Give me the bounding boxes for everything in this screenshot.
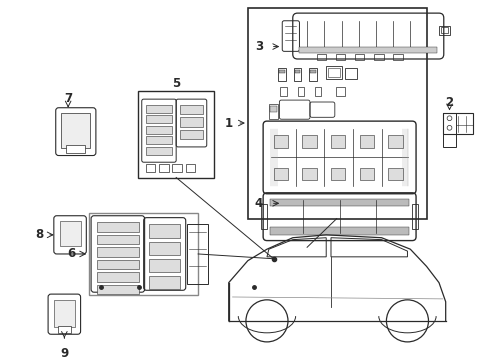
Bar [335,54,345,60]
Bar [186,224,207,284]
Bar [269,227,408,235]
Bar [97,284,139,294]
Bar [279,69,285,73]
Text: 5: 5 [172,77,180,90]
Bar [330,135,345,148]
Bar [269,106,277,112]
Bar [302,168,316,180]
Bar [280,87,286,96]
Bar [359,168,373,180]
Bar [345,68,356,79]
Bar [66,145,85,153]
Bar [60,221,81,246]
Bar [314,87,321,96]
Bar [145,136,172,144]
Text: 7: 7 [64,92,72,105]
Bar [325,66,341,79]
Bar [327,68,339,77]
Bar [145,147,172,154]
Bar [299,46,436,53]
Bar [442,113,472,135]
Bar [359,135,373,148]
Bar [293,68,301,81]
Bar [294,69,300,73]
Bar [308,68,316,81]
Bar [411,204,417,229]
Bar [180,105,203,114]
Text: 9: 9 [60,347,68,360]
Bar [268,104,278,119]
Bar [97,222,139,232]
Bar [273,135,287,148]
Bar [149,242,180,255]
Bar [247,8,426,219]
Bar [392,54,402,60]
Bar [145,105,172,113]
Bar [89,213,198,295]
Bar [149,224,180,238]
Bar [54,300,75,327]
Bar [138,91,214,177]
Bar [387,135,402,148]
Bar [61,113,90,148]
Bar [309,69,315,73]
Bar [180,117,203,127]
Text: 1: 1 [224,117,232,130]
Bar [297,87,304,96]
Bar [185,164,195,172]
Bar [335,87,345,96]
Bar [261,204,266,229]
Bar [58,326,71,333]
Bar [316,54,325,60]
Text: 4: 4 [254,197,263,210]
Bar [145,126,172,134]
Bar [278,68,285,81]
Bar [302,135,316,148]
Bar [180,130,203,139]
Bar [330,168,345,180]
Bar [149,259,180,272]
Bar [97,260,139,269]
Bar [172,164,182,172]
Bar [438,26,449,35]
Bar [159,164,168,172]
Text: 8: 8 [35,228,43,241]
Text: 3: 3 [254,40,263,53]
Bar [269,198,408,206]
Bar [97,247,139,257]
Text: 2: 2 [445,96,453,109]
Bar [440,27,447,33]
Bar [97,235,139,244]
Bar [149,276,180,289]
Bar [97,272,139,282]
Bar [145,116,172,123]
Bar [442,113,455,147]
Bar [373,54,383,60]
Text: 6: 6 [67,247,76,261]
Bar [354,54,364,60]
Bar [387,168,402,180]
Bar [145,164,155,172]
Bar [273,168,287,180]
